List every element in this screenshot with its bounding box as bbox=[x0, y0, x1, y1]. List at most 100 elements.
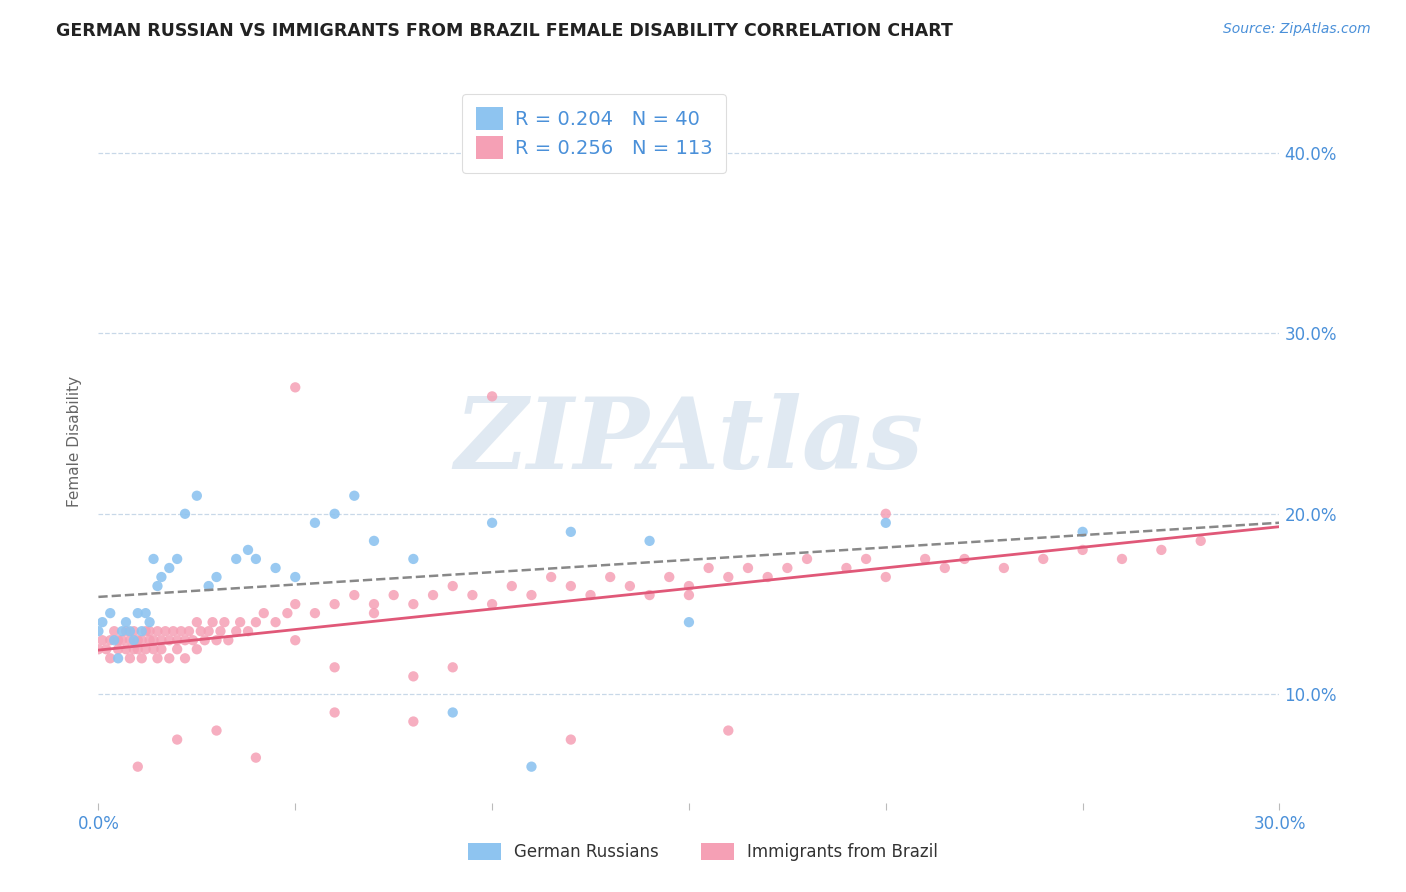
Point bbox=[638, 533, 661, 548]
Point bbox=[91, 633, 114, 648]
Point bbox=[422, 588, 444, 602]
Point bbox=[363, 533, 385, 548]
Point bbox=[174, 507, 197, 521]
Point bbox=[146, 651, 169, 665]
Point bbox=[481, 516, 503, 530]
Point bbox=[284, 380, 307, 394]
Point bbox=[186, 642, 208, 657]
Point bbox=[98, 606, 121, 620]
Point bbox=[402, 597, 425, 611]
Point bbox=[87, 642, 110, 657]
Point bbox=[157, 633, 180, 648]
Point bbox=[678, 588, 700, 602]
Point bbox=[122, 633, 145, 648]
Point bbox=[111, 633, 134, 648]
Point bbox=[135, 624, 157, 639]
Point bbox=[127, 633, 149, 648]
Point bbox=[619, 579, 641, 593]
Point bbox=[678, 579, 700, 593]
Point bbox=[304, 516, 326, 530]
Point bbox=[142, 642, 165, 657]
Point bbox=[245, 552, 267, 566]
Point bbox=[245, 615, 267, 630]
Point bbox=[501, 579, 523, 593]
Point bbox=[441, 579, 464, 593]
Point bbox=[402, 669, 425, 683]
Point bbox=[115, 615, 138, 630]
Point bbox=[217, 633, 239, 648]
Point bbox=[135, 642, 157, 657]
Point bbox=[245, 750, 267, 764]
Point bbox=[197, 579, 219, 593]
Point bbox=[91, 615, 114, 630]
Point bbox=[229, 615, 252, 630]
Point bbox=[150, 570, 173, 584]
Point bbox=[402, 552, 425, 566]
Point bbox=[205, 570, 228, 584]
Point bbox=[304, 606, 326, 620]
Point bbox=[953, 552, 976, 566]
Point bbox=[363, 597, 385, 611]
Point bbox=[131, 633, 153, 648]
Point bbox=[142, 633, 165, 648]
Point bbox=[284, 633, 307, 648]
Point bbox=[323, 660, 346, 674]
Point bbox=[934, 561, 956, 575]
Point bbox=[174, 651, 197, 665]
Text: GERMAN RUSSIAN VS IMMIGRANTS FROM BRAZIL FEMALE DISABILITY CORRELATION CHART: GERMAN RUSSIAN VS IMMIGRANTS FROM BRAZIL… bbox=[56, 22, 953, 40]
Point bbox=[737, 561, 759, 575]
Point bbox=[520, 760, 543, 774]
Point bbox=[127, 642, 149, 657]
Point bbox=[103, 624, 125, 639]
Point bbox=[127, 606, 149, 620]
Point bbox=[875, 516, 897, 530]
Point bbox=[166, 732, 188, 747]
Point bbox=[225, 552, 247, 566]
Point bbox=[146, 579, 169, 593]
Point bbox=[599, 570, 621, 584]
Point bbox=[142, 552, 165, 566]
Point bbox=[363, 606, 385, 620]
Point bbox=[138, 624, 160, 639]
Point bbox=[138, 615, 160, 630]
Point bbox=[441, 660, 464, 674]
Point bbox=[122, 642, 145, 657]
Point bbox=[131, 651, 153, 665]
Point bbox=[225, 624, 247, 639]
Point bbox=[174, 633, 197, 648]
Point bbox=[157, 651, 180, 665]
Point bbox=[796, 552, 818, 566]
Text: ZIPAtlas: ZIPAtlas bbox=[454, 393, 924, 490]
Point bbox=[197, 624, 219, 639]
Point bbox=[914, 552, 936, 566]
Point bbox=[540, 570, 562, 584]
Point bbox=[1071, 524, 1094, 539]
Point bbox=[209, 624, 232, 639]
Point bbox=[236, 542, 259, 557]
Point bbox=[855, 552, 877, 566]
Point bbox=[190, 624, 212, 639]
Point bbox=[177, 624, 200, 639]
Legend: R = 0.204   N = 40, R = 0.256   N = 113: R = 0.204 N = 40, R = 0.256 N = 113 bbox=[463, 94, 725, 172]
Point bbox=[875, 570, 897, 584]
Point bbox=[717, 723, 740, 738]
Point bbox=[253, 606, 276, 620]
Point bbox=[1032, 552, 1054, 566]
Point bbox=[1111, 552, 1133, 566]
Point bbox=[118, 624, 141, 639]
Point bbox=[107, 642, 129, 657]
Point bbox=[107, 651, 129, 665]
Point bbox=[135, 606, 157, 620]
Point bbox=[150, 642, 173, 657]
Point bbox=[697, 561, 720, 575]
Point bbox=[276, 606, 298, 620]
Point bbox=[166, 633, 188, 648]
Point bbox=[118, 633, 141, 648]
Point bbox=[284, 597, 307, 611]
Point bbox=[170, 624, 193, 639]
Point bbox=[131, 624, 153, 639]
Point bbox=[560, 579, 582, 593]
Point bbox=[98, 633, 121, 648]
Point bbox=[103, 633, 125, 648]
Point bbox=[560, 524, 582, 539]
